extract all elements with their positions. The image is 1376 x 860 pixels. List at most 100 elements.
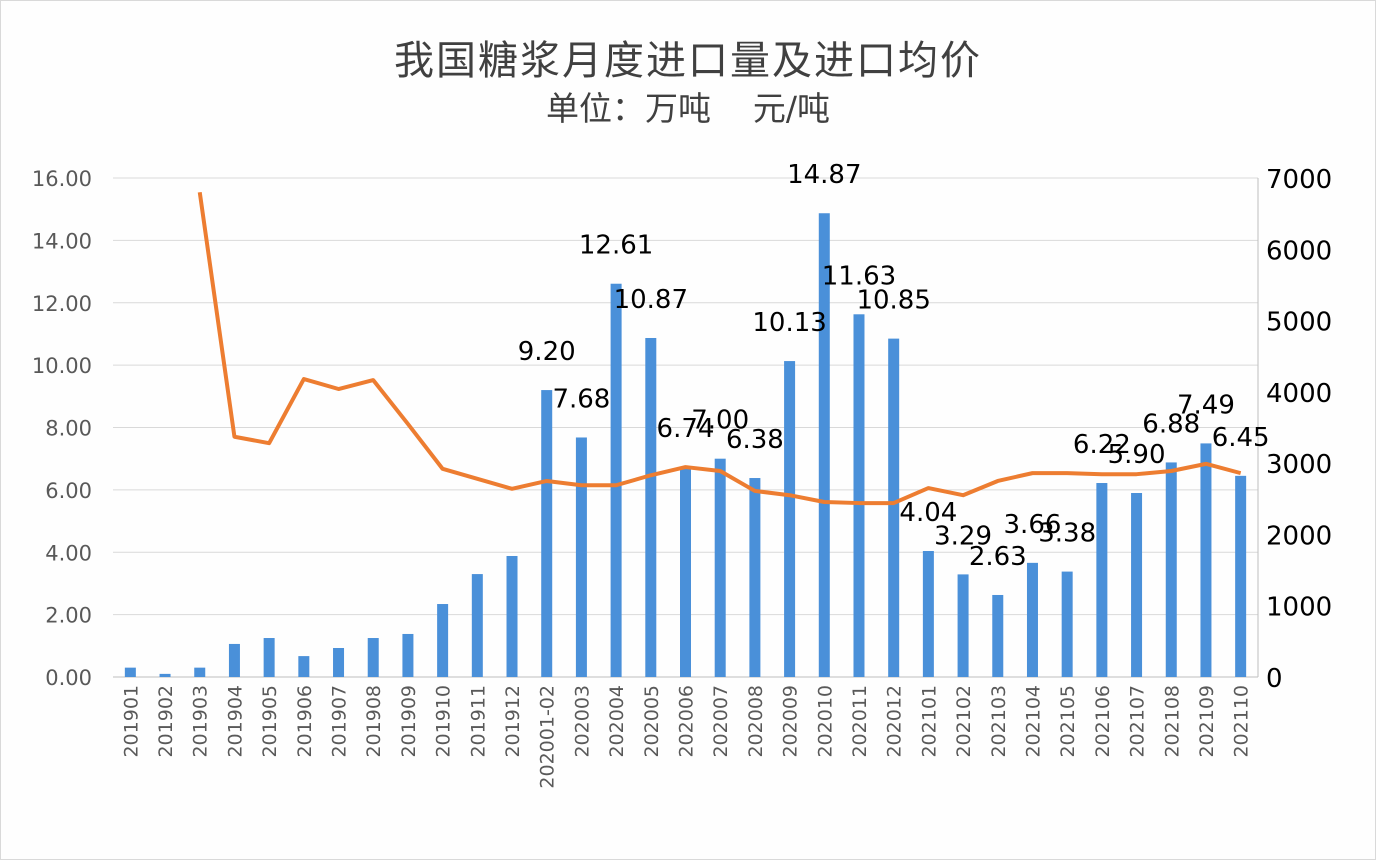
right-axis-tick: 7000 bbox=[1266, 165, 1332, 195]
bar bbox=[957, 574, 969, 677]
x-axis-tick: 202008 bbox=[745, 685, 767, 758]
right-axis-tick: 3000 bbox=[1266, 450, 1332, 480]
x-axis-tick: 201912 bbox=[502, 685, 524, 758]
bar bbox=[1200, 443, 1212, 677]
data-label: 6.45 bbox=[1212, 423, 1270, 453]
x-axis-tick: 201901 bbox=[120, 685, 142, 758]
bar bbox=[194, 667, 206, 677]
x-axis-tick: 201909 bbox=[398, 685, 420, 758]
bar bbox=[1165, 462, 1177, 677]
bar bbox=[228, 643, 240, 677]
bar bbox=[749, 478, 761, 677]
data-label: 6.38 bbox=[726, 425, 784, 455]
x-axis-tick: 202104 bbox=[1022, 685, 1044, 758]
right-axis-tick: 6000 bbox=[1266, 236, 1332, 266]
x-axis-tick: 202106 bbox=[1092, 685, 1114, 758]
right-axis-tick: 4000 bbox=[1266, 379, 1332, 409]
left-axis-tick: 6.00 bbox=[45, 479, 92, 503]
bar bbox=[1026, 562, 1038, 677]
bar bbox=[402, 633, 414, 677]
x-axis-tick: 202109 bbox=[1196, 685, 1218, 758]
bar bbox=[853, 314, 865, 677]
data-label: 9.20 bbox=[518, 337, 576, 367]
bar bbox=[610, 283, 622, 677]
data-label: 3.29 bbox=[934, 521, 992, 551]
left-axis-tick: 16.00 bbox=[32, 167, 92, 191]
data-label: 6.74 bbox=[657, 414, 715, 444]
left-axis-tick: 10.00 bbox=[32, 354, 92, 378]
bar bbox=[1235, 475, 1247, 677]
bar bbox=[784, 361, 796, 677]
bar bbox=[1096, 483, 1108, 677]
left-axis-tick: 2.00 bbox=[45, 604, 92, 628]
bar bbox=[506, 555, 518, 677]
x-axis-tick: 202105 bbox=[1057, 685, 1079, 758]
x-axis-tick: 202107 bbox=[1127, 685, 1149, 758]
bar bbox=[298, 656, 310, 677]
x-axis-tick: 202004 bbox=[606, 685, 628, 758]
data-label: 10.85 bbox=[856, 286, 930, 316]
right-axis-tick: 5000 bbox=[1266, 308, 1332, 338]
bar bbox=[575, 437, 587, 677]
bar bbox=[714, 458, 726, 677]
x-axis-tick: 202001-02 bbox=[537, 685, 559, 789]
data-label: 12.61 bbox=[579, 231, 653, 261]
right-axis-tick: 0 bbox=[1266, 664, 1283, 694]
bar bbox=[263, 638, 275, 677]
x-axis-tick: 202007 bbox=[710, 685, 732, 758]
bar bbox=[1061, 571, 1073, 677]
bar bbox=[922, 551, 934, 677]
bar bbox=[1131, 492, 1143, 677]
x-axis-tick: 202010 bbox=[814, 685, 836, 758]
data-label: 11.63 bbox=[822, 261, 896, 291]
data-label: 14.87 bbox=[787, 160, 861, 190]
right-axis-tick: 2000 bbox=[1266, 521, 1332, 551]
bar bbox=[367, 638, 379, 677]
bar bbox=[818, 213, 830, 677]
bar bbox=[471, 574, 483, 677]
data-label: 6.22 bbox=[1073, 430, 1131, 460]
data-label: 10.87 bbox=[614, 285, 688, 315]
x-axis-tick: 202108 bbox=[1161, 685, 1183, 758]
right-axis-tick: 1000 bbox=[1266, 593, 1332, 623]
data-label: 6.88 bbox=[1142, 409, 1200, 439]
bar bbox=[888, 338, 900, 677]
bar bbox=[680, 466, 691, 677]
data-label: 3.38 bbox=[1038, 519, 1096, 549]
bar bbox=[124, 667, 136, 677]
data-label: 10.13 bbox=[752, 308, 826, 338]
x-axis-tick: 202101 bbox=[918, 685, 940, 758]
x-axis-tick: 201907 bbox=[329, 685, 351, 758]
x-axis-tick: 201905 bbox=[259, 685, 281, 758]
bar bbox=[437, 604, 449, 677]
left-axis-tick: 8.00 bbox=[45, 417, 92, 441]
bar bbox=[645, 337, 657, 677]
data-label: 4.04 bbox=[899, 498, 957, 528]
x-axis-tick: 201903 bbox=[190, 685, 212, 758]
chart-title: 我国糖浆月度进口量及进口均价 bbox=[394, 38, 982, 84]
bar bbox=[541, 390, 553, 677]
x-axis-tick: 201910 bbox=[433, 685, 455, 758]
bar bbox=[333, 647, 345, 677]
data-label: 7.68 bbox=[552, 384, 610, 414]
x-axis-tick: 202005 bbox=[641, 685, 663, 758]
x-axis-tick: 202009 bbox=[780, 685, 802, 758]
x-axis-tick: 202102 bbox=[953, 685, 975, 758]
data-label: 5.90 bbox=[1108, 440, 1166, 470]
data-label: 7.00 bbox=[691, 406, 749, 436]
data-label: 2.63 bbox=[969, 542, 1027, 572]
left-axis-tick: 14.00 bbox=[32, 229, 92, 253]
x-axis-tick: 201911 bbox=[467, 685, 489, 758]
x-axis-tick: 202006 bbox=[676, 685, 698, 758]
chart-subtitle: 单位：万吨 元/吨 bbox=[545, 89, 831, 128]
data-label: 3.66 bbox=[1004, 510, 1062, 540]
bar bbox=[159, 673, 171, 677]
left-axis-tick: 0.00 bbox=[45, 666, 92, 690]
x-axis-tick: 202003 bbox=[571, 685, 593, 758]
x-axis-tick: 201906 bbox=[294, 685, 316, 758]
data-label: 7.49 bbox=[1177, 390, 1235, 420]
bar bbox=[992, 594, 1004, 677]
left-axis-tick: 12.00 bbox=[32, 292, 92, 316]
